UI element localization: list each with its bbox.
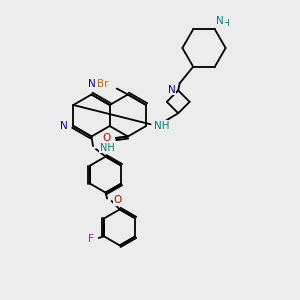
Text: NH: NH [152,120,167,130]
Text: N: N [88,79,95,89]
Text: N: N [60,121,68,131]
Text: N: N [168,85,176,95]
Text: O: O [103,133,111,143]
Text: NH: NH [154,121,169,131]
Text: O: O [113,195,121,205]
Text: N: N [216,16,224,26]
Text: NH: NH [100,142,114,153]
Text: F: F [88,234,94,244]
Text: H: H [222,19,229,28]
Text: Br: Br [98,79,109,89]
